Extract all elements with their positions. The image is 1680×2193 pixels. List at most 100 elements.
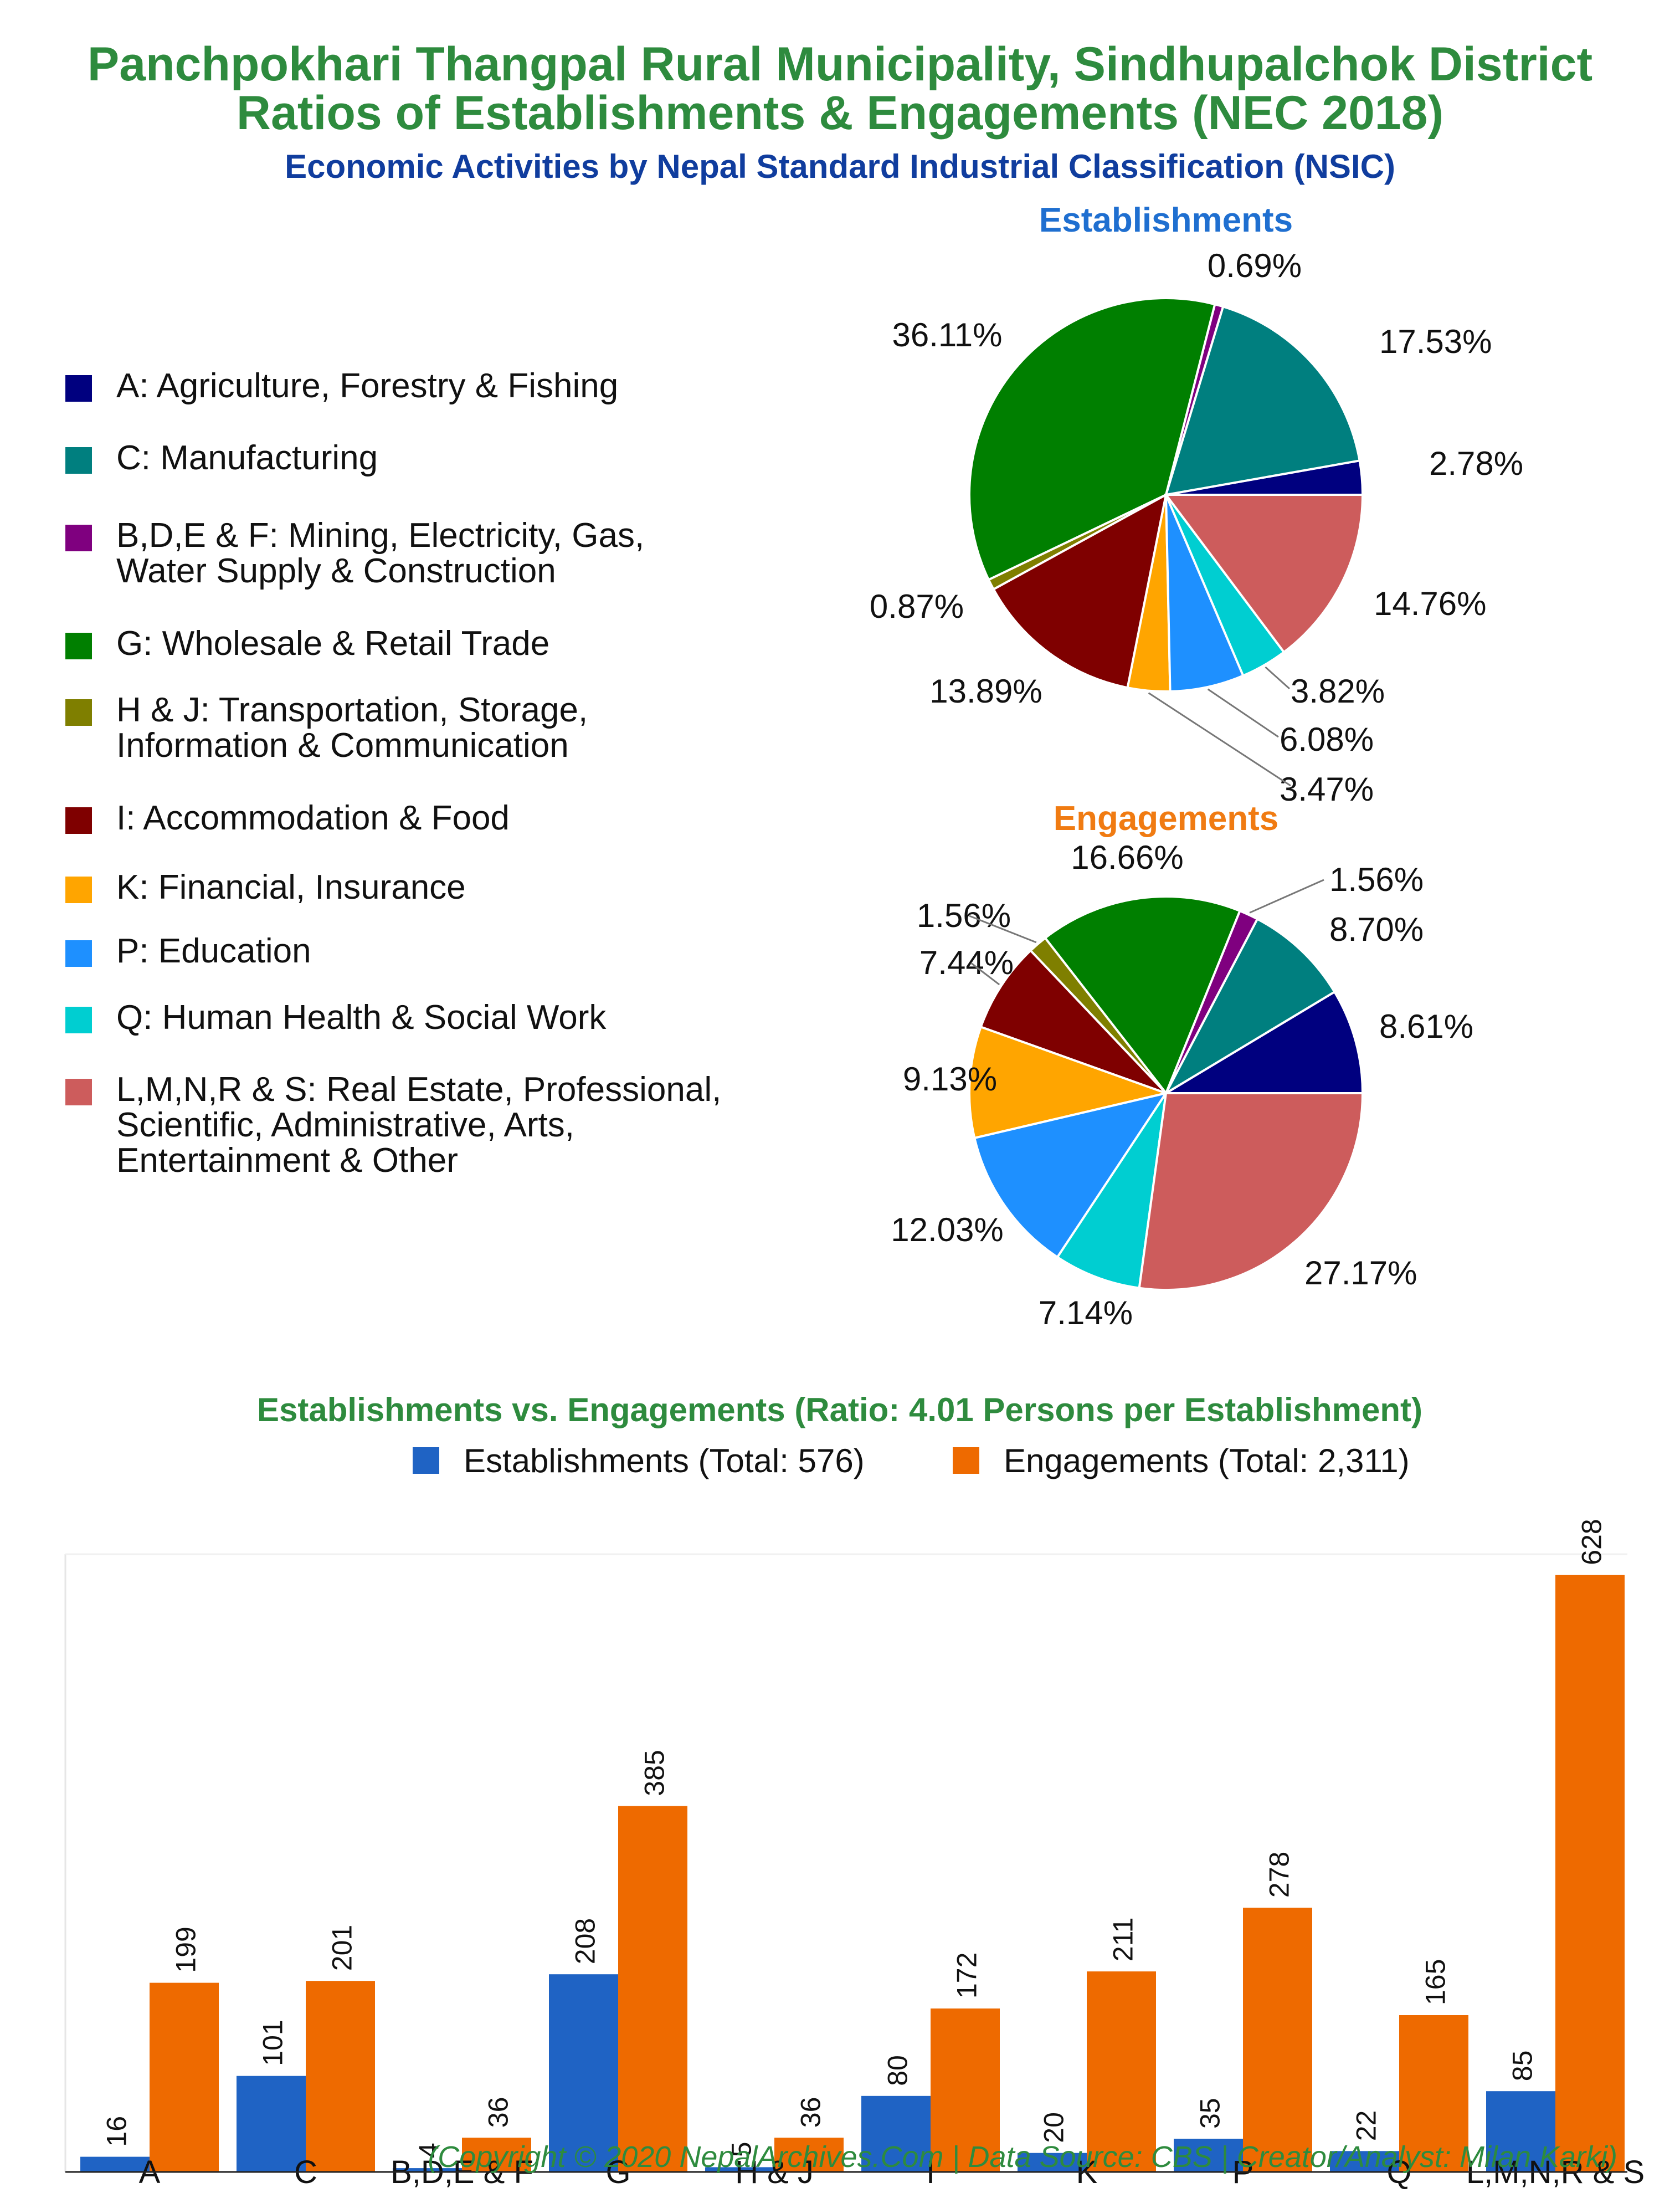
legend-swatch (65, 940, 92, 967)
legend-label: B,D,E & F: Mining, Electricity, Gas, Wat… (116, 516, 645, 590)
pie-label: 12.03% (891, 1211, 1004, 1248)
legend-label: A: Agriculture, Forestry & Fishing (116, 367, 619, 405)
bar-value-label: 22 (1350, 2110, 1381, 2141)
pie-label: 7.14% (1039, 1294, 1133, 1331)
bar-value-label: 36 (795, 2097, 826, 2128)
bar-value-label: 385 (639, 1750, 670, 1796)
bar-legend-swatch (953, 1447, 979, 1474)
bar (618, 1806, 687, 2172)
pie-label: 17.53% (1379, 323, 1492, 360)
pie-slice (968, 1025, 1170, 1140)
bar (705, 2167, 774, 2172)
title-line-2: Ratios of Establishments & Engagements (… (236, 86, 1444, 140)
bar (1018, 2153, 1087, 2172)
pie-label: 8.61% (1379, 1008, 1473, 1045)
pie-label: 1.56% (917, 897, 1011, 934)
bar (1243, 1908, 1312, 2172)
bar-value-label: 20 (1038, 2112, 1069, 2143)
legend-swatch (65, 633, 92, 659)
pie-label: 3.47% (1280, 771, 1374, 808)
bar-value-label: 36 (483, 2097, 514, 2128)
pie-slice (968, 297, 1216, 582)
pie-slice (1163, 917, 1337, 1096)
legend-label: G: Wholesale & Retail Trade (116, 624, 550, 663)
pie-label: 1.56% (1329, 861, 1424, 898)
legend-swatch (65, 375, 92, 402)
bar (306, 1981, 375, 2172)
bar (549, 1974, 618, 2172)
bar-value-label: 85 (1507, 2051, 1538, 2082)
pie-label: 13.89% (929, 673, 1042, 710)
leader-line (1249, 879, 1324, 914)
pie-label: 27.17% (1304, 1254, 1417, 1292)
bar-legend-swatch (413, 1447, 439, 1474)
pie-label: 3.82% (1291, 673, 1385, 710)
copyright-note: (Copyright © 2020 NepalArchives.Com | Da… (428, 2140, 1617, 2174)
pie-slice (991, 493, 1168, 689)
bar-value-label: 101 (258, 2020, 289, 2066)
leader-line (969, 915, 1037, 944)
bar-value-label: 208 (570, 1918, 601, 1964)
legend-label: L,M,N,R & S: Real Estate, Professional, … (116, 1070, 722, 1180)
bar (1555, 1575, 1625, 2172)
leader-line (970, 962, 1000, 986)
legend-label: Q: Human Health & Social Work (116, 998, 607, 1037)
bar-value-label: 5 (726, 2142, 757, 2158)
bar (774, 2138, 844, 2172)
bar-value-label: 165 (1420, 1959, 1451, 2005)
pie-label: 7.44% (919, 944, 1014, 981)
legend-label: H & J: Transportation, Storage, Informat… (116, 691, 588, 765)
bar (150, 1982, 219, 2172)
bar (1330, 2151, 1399, 2172)
pie-slice (1056, 1092, 1167, 1289)
pie-label: 14.76% (1374, 585, 1487, 622)
legend-swatch (65, 1079, 92, 1105)
pie-label: 16.66% (1071, 839, 1184, 876)
bar-legend-label: Engagements (Total: 2,311) (1004, 1442, 1410, 1479)
bar-value-label: 4 (414, 2143, 445, 2158)
bar-value-label: 211 (1107, 1917, 1138, 1961)
pie-slice (1138, 1092, 1364, 1291)
pie-title: Engagements (1054, 800, 1279, 838)
bar (861, 2095, 931, 2172)
pie-slice (979, 949, 1167, 1094)
pie-label: 8.70% (1329, 911, 1424, 948)
pie-title: Establishments (1039, 201, 1293, 239)
subtitle: Economic Activities by Nepal Standard In… (285, 148, 1395, 185)
bar-value-label: 199 (171, 1926, 202, 1972)
legend-swatch (65, 807, 92, 834)
bar (1087, 1971, 1156, 2172)
pie-label: 9.13% (903, 1060, 997, 1098)
bar (1399, 2015, 1468, 2172)
bar (462, 2138, 531, 2172)
bar-value-label: 16 (101, 2116, 132, 2147)
bar-chart-title: Establishments vs. Engagements (Ratio: 4… (257, 1391, 1422, 1428)
leader-line (1148, 692, 1291, 787)
leader-line (1265, 666, 1291, 690)
bar-value-label: 35 (1194, 2098, 1225, 2129)
pie-slice (1044, 895, 1241, 1095)
bar (237, 2076, 306, 2172)
bar (1486, 2091, 1555, 2172)
bar-legend-label: Establishments (Total: 576) (464, 1442, 865, 1479)
pie-slice (1162, 990, 1364, 1094)
bar-value-label: 628 (1576, 1519, 1607, 1565)
pie-slice (973, 1091, 1169, 1259)
pie-slice (1164, 305, 1361, 496)
leader-line (1207, 688, 1279, 738)
legend-label: C: Manufacturing (116, 439, 378, 477)
bar-value-label: 278 (1264, 1852, 1295, 1898)
pie-label: 6.08% (1280, 721, 1374, 758)
legend-swatch (65, 525, 92, 551)
pie-label: 2.78% (1429, 445, 1523, 482)
bar (1174, 2139, 1243, 2172)
bar (931, 2008, 1000, 2172)
legend-swatch (65, 699, 92, 726)
legend-label: I: Accommodation & Food (116, 799, 510, 837)
legend-label: P: Education (116, 932, 311, 970)
legend-swatch (65, 1007, 92, 1033)
pie-label: 0.87% (870, 588, 964, 625)
pie-slice (1164, 494, 1364, 654)
